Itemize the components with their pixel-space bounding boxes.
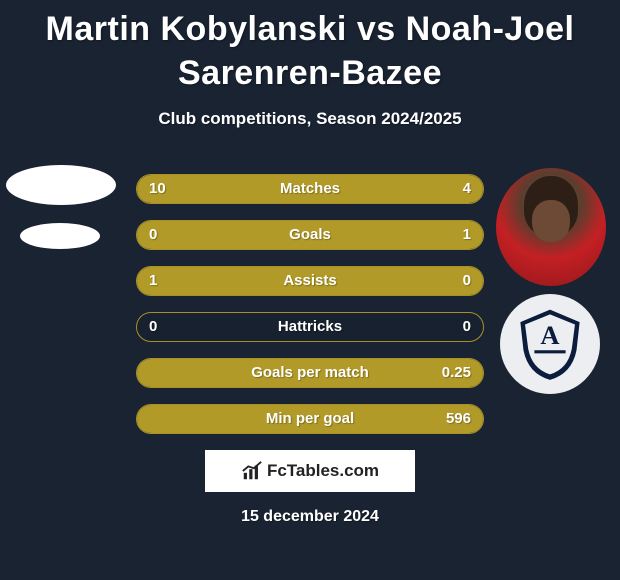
placeholder-ellipse — [6, 165, 116, 205]
stat-row: Goals per match0.25 — [136, 358, 484, 388]
stat-value-right: 4 — [463, 175, 471, 202]
stat-value-right: 0 — [463, 313, 471, 340]
stat-label: Assists — [137, 267, 483, 294]
left-player-placeholder — [0, 165, 120, 249]
stat-row: 0Hattricks0 — [136, 312, 484, 342]
brand-text: FcTables.com — [267, 461, 379, 481]
page-title: Martin Kobylanski vs Noah-Joel Sarenren-… — [0, 0, 620, 95]
page-subtitle: Club competitions, Season 2024/2025 — [0, 109, 620, 129]
stat-value-right: 0 — [463, 267, 471, 294]
stat-label: Matches — [137, 175, 483, 202]
stat-value-right: 596 — [446, 405, 471, 432]
stat-label: Goals — [137, 221, 483, 248]
date-text: 15 december 2024 — [0, 508, 620, 526]
brand-badge: FcTables.com — [205, 450, 415, 492]
stat-label: Min per goal — [137, 405, 483, 432]
stats-container: 10Matches40Goals11Assists00Hattricks0Goa… — [136, 174, 484, 450]
stat-row: 10Matches4 — [136, 174, 484, 204]
stat-row: Min per goal596 — [136, 404, 484, 434]
stat-label: Goals per match — [137, 359, 483, 386]
stat-value-right: 1 — [463, 221, 471, 248]
placeholder-ellipse — [20, 223, 100, 249]
right-player-column: A — [490, 168, 610, 394]
club-badge: A — [500, 294, 600, 394]
stat-row: 1Assists0 — [136, 266, 484, 296]
stat-value-right: 0.25 — [442, 359, 471, 386]
stat-label: Hattricks — [137, 313, 483, 340]
svg-text:A: A — [540, 320, 559, 350]
player-photo — [496, 168, 606, 286]
stat-row: 0Goals1 — [136, 220, 484, 250]
brand-chart-icon — [241, 460, 263, 482]
